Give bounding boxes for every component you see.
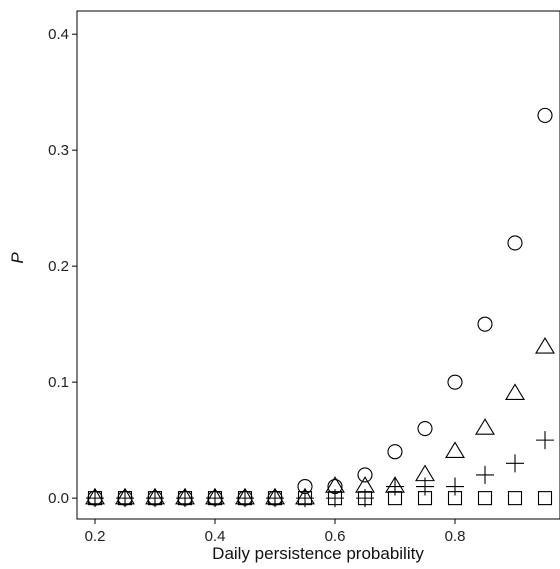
circle-point: [357, 467, 373, 483]
y-tick-label: 0.3: [48, 142, 69, 159]
square-point: [357, 491, 373, 506]
plus-point: [536, 431, 554, 450]
circle-point: [507, 235, 523, 251]
square-point: [237, 491, 253, 506]
x-ticks: 0.2 0.4 0.6 0.8: [85, 519, 466, 545]
square-point: [537, 491, 553, 506]
square-point: [447, 491, 463, 506]
circle-point: [477, 316, 493, 332]
y-tick-label: 0.4: [48, 26, 69, 43]
y-tick-label: 0.0: [48, 490, 69, 507]
y-ticks: 0.0 0.1 0.2 0.3 0.4: [48, 26, 77, 507]
square-point: [387, 491, 403, 506]
square-point: [297, 491, 313, 506]
x-tick-label: 0.6: [325, 528, 346, 545]
plus-point: [386, 477, 404, 496]
x-tick-label: 0.8: [445, 528, 466, 545]
circle-point: [417, 420, 433, 437]
x-tick-label: 0.4: [205, 528, 226, 545]
triangle-point: [535, 336, 555, 354]
plus-point: [446, 477, 464, 496]
x-axis: Daily persistence probability: [212, 544, 424, 563]
y-axis: P: [8, 252, 27, 264]
square-point: [117, 491, 133, 506]
plus-point: [506, 454, 524, 473]
y-tick-label: 0.2: [48, 258, 69, 275]
square-point: [207, 491, 223, 506]
circle-point: [387, 444, 403, 460]
series-triangle: [85, 336, 555, 505]
panel-border: [76, 10, 560, 520]
square-point: [147, 491, 163, 506]
square-point: [417, 491, 433, 506]
square-point: [477, 491, 493, 506]
square-point: [507, 491, 523, 506]
square-point: [327, 491, 343, 506]
square-point: [177, 491, 193, 506]
series-plus: [86, 431, 554, 508]
series-circle: [87, 107, 553, 506]
plus-point: [416, 477, 434, 496]
y-tick-label: 0.1: [48, 374, 69, 391]
triangle-point: [475, 418, 495, 435]
circle-point: [537, 107, 553, 123]
square-point: [267, 491, 283, 506]
series-square: [87, 491, 553, 506]
circle-point: [447, 374, 463, 390]
data-points: [85, 107, 555, 508]
x-axis-title: Daily persistence probability: [212, 544, 424, 563]
triangle-point: [445, 441, 465, 458]
triangle-point: [505, 383, 525, 400]
x-tick-label: 0.2: [85, 528, 106, 545]
plus-point: [476, 465, 494, 484]
y-axis-title: P: [8, 252, 27, 264]
square-point: [87, 491, 103, 506]
